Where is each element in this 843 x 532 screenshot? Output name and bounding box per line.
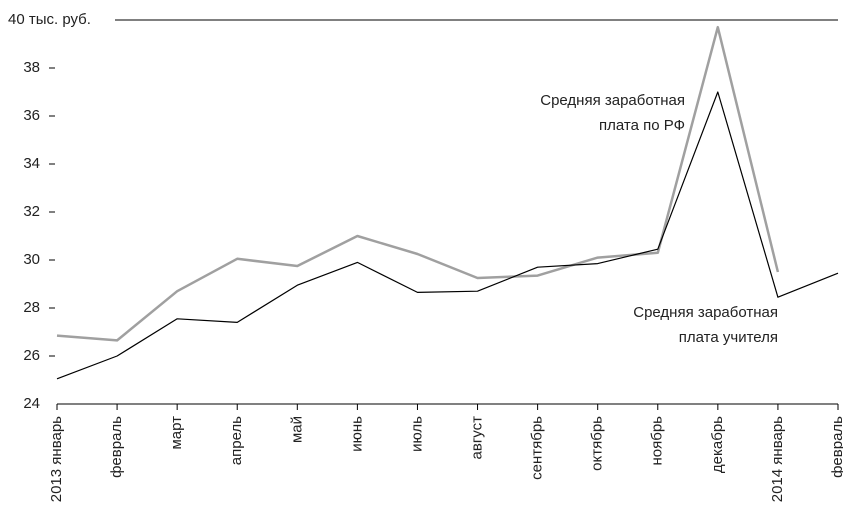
x-tick-label: ноябрь	[649, 416, 666, 466]
x-tick-label: 2014 январь	[769, 416, 786, 502]
series-line	[56, 91, 839, 380]
y-tick-label: 38	[23, 59, 40, 76]
x-tick-label: октябрь	[589, 416, 606, 471]
annotation: Средняя заработная	[540, 92, 685, 109]
annotation: плата по РФ	[599, 117, 685, 134]
x-tick-label: март	[168, 416, 185, 450]
series-line	[56, 25, 780, 342]
x-tick-label: сентябрь	[529, 416, 546, 480]
x-tick-label: декабрь	[709, 416, 726, 473]
y-tick-label: 36	[23, 107, 40, 124]
y-tick-label: 24	[23, 395, 40, 412]
x-tick-label: февраль	[829, 416, 843, 478]
x-tick-label: апрель	[228, 416, 245, 465]
x-tick-label: май	[288, 416, 305, 443]
annotation: плата учителя	[679, 329, 778, 346]
y-tick-label: 30	[23, 251, 40, 268]
y-tick-label: 40 тыс. руб.	[8, 11, 91, 28]
x-tick-label: 2013 январь	[48, 416, 65, 502]
x-tick-label: февраль	[108, 416, 125, 478]
y-tick-label: 26	[23, 347, 40, 364]
annotation: Средняя заработная	[633, 304, 778, 321]
x-tick-label: август	[469, 416, 486, 460]
y-tick-label: 34	[23, 155, 40, 172]
y-tick-label: 28	[23, 299, 40, 316]
x-tick-label: июль	[408, 416, 425, 452]
x-tick-label: июнь	[348, 416, 365, 452]
y-tick-label: 32	[23, 203, 40, 220]
